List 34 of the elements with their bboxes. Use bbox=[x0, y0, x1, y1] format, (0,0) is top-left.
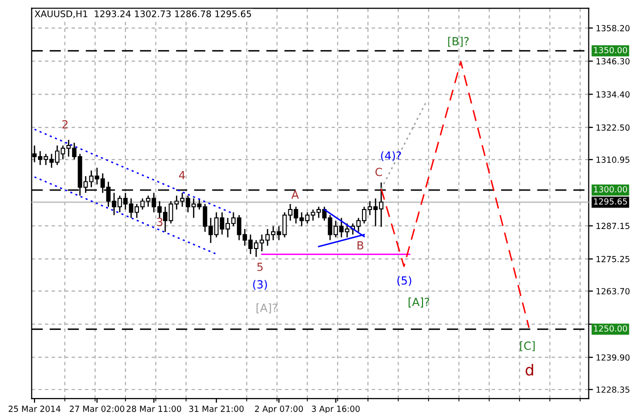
ref-line-label: 1350.00 bbox=[594, 46, 628, 54]
y-tick-label: 1310.95 bbox=[596, 156, 630, 163]
annotation: [B]? bbox=[448, 36, 469, 47]
annotation: (4)? bbox=[381, 151, 401, 162]
x-tick-label: 28 Mar 11:00 bbox=[126, 406, 182, 412]
annotation: d bbox=[526, 364, 534, 376]
y-tick-label: 1275.25 bbox=[596, 256, 630, 262]
y-tick-label: 1346.30 bbox=[596, 58, 630, 64]
y-tick-label: 1239.90 bbox=[596, 354, 630, 361]
y-tick-label: 1263.70 bbox=[596, 288, 630, 294]
y-tick-label: 1358.20 bbox=[596, 25, 630, 32]
y-tick-label: 1334.40 bbox=[596, 91, 630, 98]
annotation: [A]? bbox=[408, 298, 430, 308]
ref-line-label: 1295.65 bbox=[594, 198, 627, 205]
chart-title: XAUUSD,H1 1293.24 1302.73 1286.78 1295.65 bbox=[34, 10, 251, 18]
x-tick-label: 25 Mar 2014 bbox=[8, 406, 60, 412]
annotation: 5 bbox=[257, 262, 263, 272]
annotation: B bbox=[358, 241, 364, 250]
y-tick-label: 1228.35 bbox=[596, 386, 630, 393]
annotation: 3 bbox=[157, 218, 162, 226]
ref-line-label: 1300.00 bbox=[594, 186, 628, 192]
annotation: A bbox=[291, 190, 299, 199]
x-tick-label: 27 Mar 02:00 bbox=[70, 406, 124, 412]
annotation: 4 bbox=[179, 171, 185, 180]
y-tick-label: 1287.15 bbox=[596, 222, 630, 230]
annotation: [C] bbox=[520, 341, 535, 352]
annotation: C bbox=[375, 168, 382, 176]
y-tick-label: 1322.50 bbox=[596, 124, 630, 131]
annotation: 2 bbox=[62, 120, 68, 128]
x-tick-label: 31 Mar 21:00 bbox=[189, 406, 244, 412]
annotation: [A]? bbox=[256, 303, 278, 314]
annotation: (3) bbox=[253, 280, 267, 290]
ref-line-label: 1250.00 bbox=[594, 325, 628, 332]
annotation: (5) bbox=[397, 276, 412, 286]
